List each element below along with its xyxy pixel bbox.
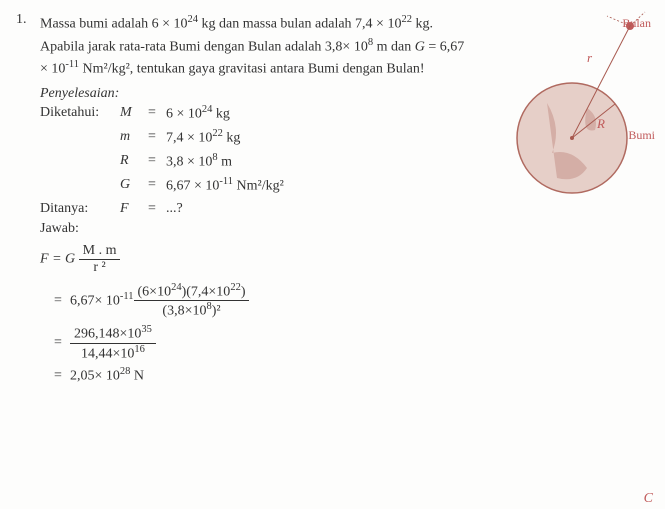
capital-r-label: R [597,116,605,132]
moon-label: Bulan [622,16,651,31]
formula-line: F = G M . m r ² [40,243,469,276]
earth-label: Bumi [628,128,655,143]
c-label: C [644,491,653,507]
calc-step-2: = 296,148×1035 14,44×1016 [54,324,469,362]
result-line: = 2,05× 1028 N [54,366,469,385]
question-text: Massa bumi adalah 6 × 1024 kg dan massa … [40,12,469,80]
earth-moon-diagram: Bulan Bumi r R [487,8,657,218]
problem-number: 1. [16,12,40,28]
penyelesaian-label: Penyelesaian: [40,86,469,102]
ditanya-row: Ditanya: F = ...? [40,198,469,220]
jawab-label: Jawab: [40,221,469,237]
given-block: Diketahui: M = 6 × 1024 kg m = 7,4 × 102… [40,102,469,198]
r-label: r [587,50,592,66]
diagram-svg [487,8,657,218]
calc-step-1: = 6,67× 10-11 (6×1024)(7,4×1022) (3,8×10… [54,282,469,320]
diketahui-label: Diketahui: [40,102,120,126]
